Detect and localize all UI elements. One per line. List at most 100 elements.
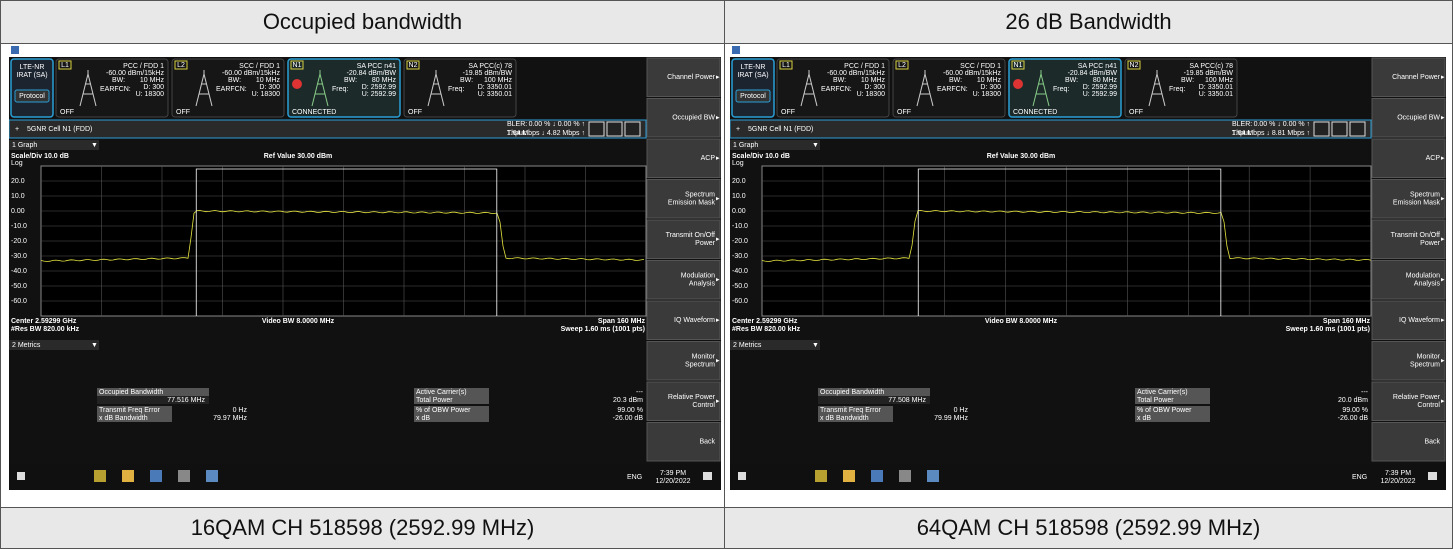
taskbar-app[interactable] [899,470,911,482]
softkey[interactable] [646,341,721,381]
softkey[interactable] [1371,300,1446,340]
softkey-label[interactable]: Control [1417,402,1440,409]
softkey[interactable] [1371,260,1446,300]
start-icon[interactable] [17,472,25,480]
softkey-arrow: ▸ [1441,277,1445,284]
graph-tab[interactable] [730,140,820,150]
softkey[interactable] [1371,219,1446,259]
cell-line: SA PCC n41 [357,63,396,70]
softkey-label[interactable]: Back [699,439,715,446]
start-icon[interactable] [738,472,746,480]
graph-tab-label[interactable]: 1 Graph [733,142,758,149]
protocol-button[interactable] [735,89,771,103]
view-button[interactable] [1313,121,1330,137]
taskbar-app[interactable] [122,470,134,482]
softkey-label[interactable]: Channel Power [1392,74,1441,81]
notification-icon[interactable] [1428,472,1437,480]
protocol-label[interactable]: Protocol [740,93,766,100]
softkey[interactable] [646,300,721,340]
softkey-label[interactable]: Spectrum [685,362,715,369]
softkey-label[interactable]: Emission Mask [1393,200,1441,207]
softkey-label[interactable]: Analysis [1414,281,1441,288]
protocol-button[interactable] [14,89,50,103]
cell-d: D: 300 [143,84,164,91]
softkey[interactable] [1371,179,1446,219]
softkey-label[interactable]: Monitor [1417,354,1441,361]
softkey[interactable] [646,57,721,97]
metric-label-bg [1135,396,1210,404]
metric-value: 99.00 % [617,407,643,414]
taskbar-app[interactable] [927,470,939,482]
softkey[interactable] [646,422,721,462]
taskbar-app[interactable] [871,470,883,482]
metric-label-bg [1135,388,1210,396]
taskbar-app[interactable] [815,470,827,482]
softkey-label[interactable]: Monitor [692,354,716,361]
taskbar-app[interactable] [843,470,855,482]
bler-label: BLER: [1232,121,1252,128]
softkey-label[interactable]: IQ Waveform [674,317,715,324]
taskbar-app[interactable] [94,470,106,482]
softkey-label[interactable]: ACP [1426,155,1441,162]
view-button[interactable] [606,121,623,137]
softkey-label[interactable]: Modulation [681,273,715,280]
taskbar-app[interactable] [150,470,162,482]
softkey-label[interactable]: Power [1420,240,1441,247]
metrics-tab[interactable] [730,340,820,350]
softkey-label[interactable]: IQ Waveform [1399,317,1440,324]
taskbar-app[interactable] [178,470,190,482]
softkey[interactable] [1371,138,1446,178]
softkey-label[interactable]: Spectrum [1410,192,1440,199]
softkey-label[interactable]: Control [692,402,715,409]
metric-value: --- [1361,389,1369,396]
softkey[interactable] [1371,98,1446,138]
view-button[interactable] [1349,121,1366,137]
metrics-tab-label[interactable]: 2 Metrics [733,342,762,349]
graph-tab-label[interactable]: 1 Graph [12,142,37,149]
softkey-label[interactable]: ACP [701,155,716,162]
notification-icon[interactable] [703,472,712,480]
softkey-label[interactable]: Spectrum [1410,362,1440,369]
softkey[interactable] [1371,381,1446,421]
softkey-label[interactable]: Modulation [1406,273,1440,280]
cell-id-box [406,60,420,70]
cell-state: OFF [60,109,74,116]
cell-level: -19.85 dBm/BW [1184,70,1234,77]
metrics-tab-label[interactable]: 2 Metrics [12,342,41,349]
metrics-tab[interactable] [9,340,99,350]
softkey-label[interactable]: Emission Mask [668,200,716,207]
softkey[interactable] [646,381,721,421]
graph-tab[interactable] [9,140,99,150]
cell-bw: 10 MHz [140,77,165,84]
taskbar-app[interactable] [206,470,218,482]
softkey-label[interactable]: Occupied BW [1397,115,1440,122]
softkey[interactable] [646,260,721,300]
softkey[interactable] [646,98,721,138]
softkey-label[interactable]: Relative Power [1393,394,1441,401]
mode-label: LTE-NR [741,64,766,71]
softkey[interactable] [1371,341,1446,381]
softkey[interactable] [1371,57,1446,97]
softkey-label[interactable]: Power [695,240,716,247]
dropdown-arrow: ▼ [91,342,98,349]
softkey[interactable] [646,219,721,259]
softkey-label[interactable]: Transmit On/Off [1391,232,1440,239]
softkey[interactable] [646,179,721,219]
softkey-label[interactable]: Analysis [689,281,716,288]
view-button[interactable] [588,121,605,137]
view-button[interactable] [624,121,641,137]
softkey[interactable] [646,138,721,178]
softkey-label[interactable]: Occupied BW [672,115,715,122]
softkey[interactable] [1371,422,1446,462]
cell-id-box [58,60,72,70]
spectrum-trace [761,210,1372,262]
softkey-label[interactable]: Back [1424,439,1440,446]
softkey-arrow: ▸ [1441,196,1445,203]
softkey-label[interactable]: Relative Power [668,394,716,401]
title-bar [730,44,1446,57]
softkey-label[interactable]: Spectrum [685,192,715,199]
view-button[interactable] [1331,121,1348,137]
softkey-label[interactable]: Channel Power [667,74,716,81]
softkey-label[interactable]: Transmit On/Off [666,232,715,239]
protocol-label[interactable]: Protocol [19,93,45,100]
